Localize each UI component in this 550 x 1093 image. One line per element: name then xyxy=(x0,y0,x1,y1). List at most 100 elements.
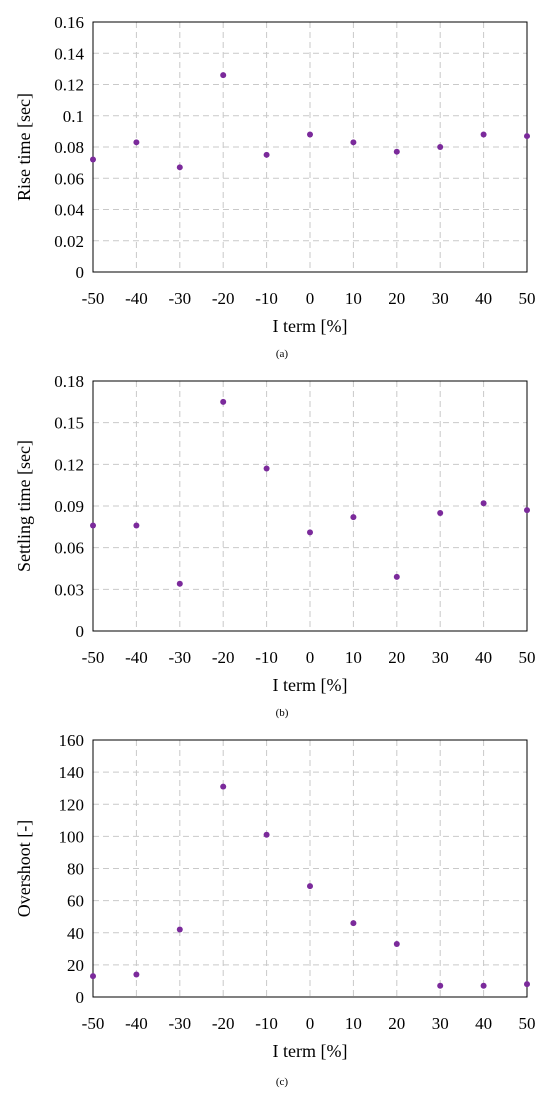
x-axis-label: I term [%] xyxy=(273,316,348,336)
y-tick-label: 0.15 xyxy=(54,414,84,433)
x-tick-label: 30 xyxy=(432,648,449,667)
panel-caption: (a) xyxy=(276,348,289,360)
overshoot-data-point xyxy=(393,940,400,947)
x-tick-label: -20 xyxy=(212,289,235,308)
y-axis-label: Rise time [sec] xyxy=(14,93,34,201)
x-tick-label: 30 xyxy=(432,1014,449,1033)
y-tick-label: 0.06 xyxy=(54,169,84,188)
y-tick-label: 20 xyxy=(67,956,84,975)
settling-time-data-point xyxy=(176,580,183,587)
x-tick-label: 0 xyxy=(306,648,315,667)
x-tick-label: 50 xyxy=(519,1014,536,1033)
x-tick-label: -10 xyxy=(255,1014,278,1033)
x-tick-label: -50 xyxy=(82,648,105,667)
settling-time-data-point xyxy=(480,500,487,507)
x-tick-label: 10 xyxy=(345,1014,362,1033)
x-tick-label: -40 xyxy=(125,289,148,308)
x-tick-label: -40 xyxy=(125,1014,148,1033)
y-tick-label: 0.03 xyxy=(54,580,84,599)
y-tick-label: 0.1 xyxy=(63,107,84,126)
x-tick-label: -40 xyxy=(125,648,148,667)
rise-time-data-point xyxy=(176,164,183,171)
rise-time-data-point xyxy=(133,139,140,146)
overshoot-data-point xyxy=(307,883,313,890)
x-tick-label: 40 xyxy=(475,289,492,308)
panel-caption: (c) xyxy=(276,1076,289,1088)
y-tick-label: 0 xyxy=(76,263,85,282)
y-tick-label: 140 xyxy=(59,763,85,782)
overshoot-data-point xyxy=(263,831,270,838)
settling-time-data-point xyxy=(524,507,530,514)
x-tick-label: -50 xyxy=(82,1014,105,1033)
y-tick-label: 0.09 xyxy=(54,497,84,516)
y-tick-label: 0.16 xyxy=(54,13,84,32)
settling-time-data-point xyxy=(133,522,140,529)
y-axis-label: Settling time [sec] xyxy=(14,440,34,572)
x-axis-label: I term [%] xyxy=(273,675,348,695)
settling-time-data-point xyxy=(263,465,270,472)
y-tick-label: 0 xyxy=(76,622,85,641)
settling-time-data-point xyxy=(393,573,400,580)
overshoot-data-point xyxy=(133,971,140,978)
x-tick-label: 50 xyxy=(519,648,536,667)
x-tick-label: 0 xyxy=(306,1014,315,1033)
x-tick-label: -20 xyxy=(212,648,235,667)
x-tick-label: -30 xyxy=(168,1014,191,1033)
settling-time-data-point xyxy=(437,509,444,516)
x-tick-label: 50 xyxy=(519,289,536,308)
y-tick-label: 100 xyxy=(59,827,85,846)
settling-time-data-point xyxy=(307,529,313,536)
x-tick-label: 10 xyxy=(345,648,362,667)
rise-time-data-point xyxy=(220,72,227,79)
rise-time-data-point xyxy=(393,148,400,155)
x-tick-label: 40 xyxy=(475,648,492,667)
overshoot-data-point xyxy=(480,982,487,989)
x-tick-label: -10 xyxy=(255,289,278,308)
plot-frame xyxy=(92,380,528,632)
y-axis-label: Overshoot [-] xyxy=(14,820,34,917)
x-tick-label: 40 xyxy=(475,1014,492,1033)
y-tick-label: 40 xyxy=(67,924,84,943)
y-tick-label: 0.18 xyxy=(54,372,84,391)
y-tick-label: 0.04 xyxy=(54,201,84,220)
rise-time-data-point xyxy=(350,139,357,146)
plot-frame xyxy=(92,21,528,273)
rise-time-data-point xyxy=(90,156,96,163)
x-tick-label: -30 xyxy=(168,289,191,308)
x-axis-label: I term [%] xyxy=(273,1041,348,1061)
overshoot-data-point xyxy=(350,920,357,927)
x-tick-label: 0 xyxy=(306,289,315,308)
overshoot-data-point xyxy=(437,982,444,989)
rise-time-data-point xyxy=(480,131,487,138)
overshoot-data-point xyxy=(220,783,227,790)
y-tick-label: 80 xyxy=(67,860,84,879)
x-tick-label: -30 xyxy=(168,648,191,667)
plot-frame xyxy=(92,739,528,998)
settling-time-chart: -50 -40 -30 -20 -10 0 10 20 30 40 50 0 0.03 0.06 0.09 0… xyxy=(14,372,536,719)
settling-time-data-point xyxy=(350,514,357,521)
x-tick-label: 20 xyxy=(388,289,405,308)
overshoot-data-point xyxy=(176,926,183,933)
x-tick-label: 20 xyxy=(388,648,405,667)
rise-time-data-point xyxy=(437,144,444,150)
x-tick-label: 20 xyxy=(388,1014,405,1033)
rise-time-chart: -50 -40 -30 -20 -10 0 10 20 30 40 50 0 0.02 0.04 0.06 0… xyxy=(14,13,536,360)
rise-time-data-point xyxy=(263,151,270,158)
x-tick-label: -10 xyxy=(255,648,278,667)
y-tick-label: 0.02 xyxy=(54,232,84,251)
overshoot-data-point xyxy=(90,973,96,980)
overshoot-data-point xyxy=(524,981,530,988)
x-tick-label: 10 xyxy=(345,289,362,308)
rise-time-data-point xyxy=(307,131,313,138)
y-tick-label: 120 xyxy=(59,795,85,814)
panel-caption: (b) xyxy=(276,707,289,719)
y-tick-label: 60 xyxy=(67,892,84,911)
settling-time-data-point xyxy=(220,398,227,405)
y-tick-label: 0.14 xyxy=(54,44,84,63)
y-tick-label: 0.12 xyxy=(54,76,84,95)
y-tick-label: 0.08 xyxy=(54,138,84,157)
y-tick-label: 160 xyxy=(59,731,85,750)
x-tick-label: 30 xyxy=(432,289,449,308)
overshoot-chart: -50 -40 -30 -20 -10 0 10 20 30 40 50 0 20 40 60 80 100 12… xyxy=(14,731,536,1088)
